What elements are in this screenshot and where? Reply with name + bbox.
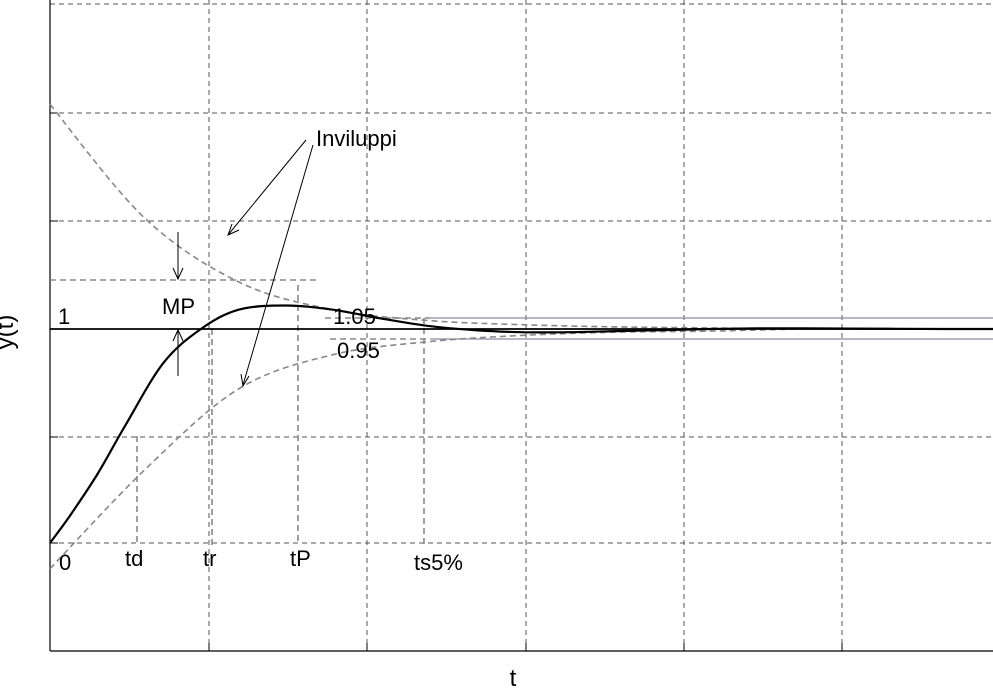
label-upper-band: 1.05 [333,304,376,329]
mp-arrow-up-head [172,328,184,342]
envelope-arrow-upper-head [227,223,240,236]
label-tp: tP [290,546,311,571]
label-lower-band: 0.95 [337,338,380,363]
annotation-labels: 1 1.05 0.95 MP Inviluppi 0 td tr tP ts5% [58,126,463,575]
label-t0: 0 [59,550,71,575]
label-overshoot: MP [162,294,195,319]
envelope-arrow-lower-head [240,373,250,388]
label-tr: tr [203,546,216,571]
response-curve [49,304,993,544]
mp-arrow-down-head [172,267,184,281]
label-one: 1 [58,304,70,329]
label-td: td [125,546,143,571]
lower-envelope-line [49,328,993,570]
envelope-arrow-lower [242,144,314,386]
annotation-arrows [172,139,314,388]
label-ts: ts5% [414,550,463,575]
y-axis-label: y(t) [0,315,19,350]
envelope-arrow-upper [227,139,307,236]
grid-lines [50,0,993,651]
label-envelopes: Inviluppi [316,126,397,151]
x-axis-label: t [510,665,517,690]
